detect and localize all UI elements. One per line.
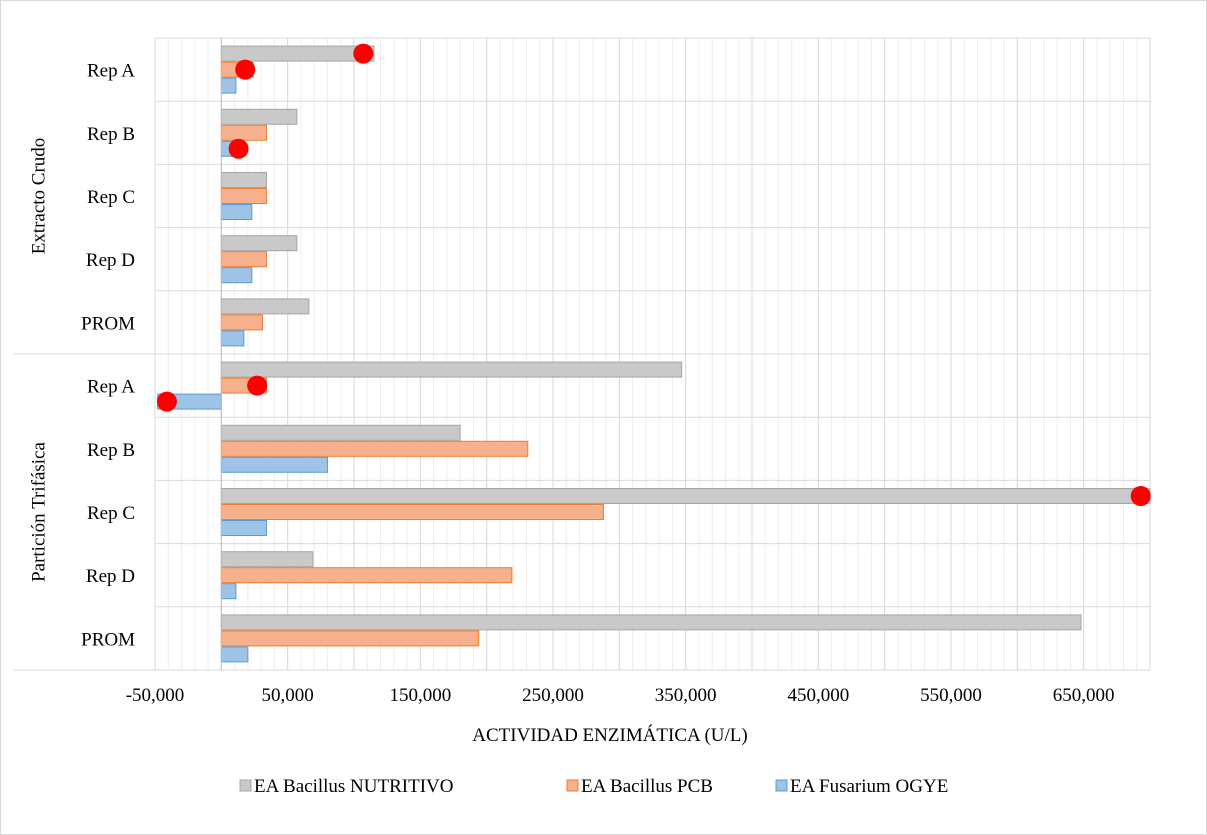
bar — [220, 188, 267, 204]
bar — [220, 440, 529, 457]
bar — [220, 488, 1151, 504]
bar — [220, 630, 480, 647]
bar — [220, 251, 267, 268]
bar — [220, 314, 263, 331]
bar — [220, 424, 461, 441]
bar — [220, 520, 267, 536]
labels: Rep A Rep B Rep C Rep D PROM Rep A Rep B Rep C R… — [28, 61, 1114, 706]
x-tick-label: 350,000 — [655, 685, 717, 706]
category-label: Rep C — [87, 187, 135, 208]
bar — [220, 204, 253, 220]
category-label: Rep B — [87, 440, 135, 461]
x-tick-label: -50,000 — [126, 685, 185, 706]
bar — [220, 614, 1082, 631]
bar — [220, 583, 237, 600]
category-label: Rep C — [87, 503, 135, 524]
bar — [220, 504, 604, 520]
category-label: Rep B — [87, 124, 135, 145]
bar — [220, 124, 267, 141]
bar — [220, 77, 237, 94]
group-label: Partición Trifásica — [28, 442, 49, 582]
marker-dot — [247, 375, 268, 396]
x-axis-title: ACTIVIDAD ENZIMÁTICA (U/L) — [472, 724, 747, 746]
bar — [220, 45, 375, 62]
legend-swatch — [239, 779, 252, 792]
bars — [157, 45, 1151, 663]
legend: EA Bacillus NUTRITIVO EA Bacillus PCB EA F… — [239, 776, 948, 797]
category-label: Rep A — [87, 61, 135, 82]
bar — [220, 456, 328, 473]
bar — [220, 267, 253, 284]
marker-dot — [1130, 486, 1151, 506]
category-label: Rep D — [86, 566, 135, 587]
marker-dot — [235, 59, 256, 80]
marker-dot — [228, 138, 249, 159]
bar — [220, 567, 513, 584]
bar — [220, 172, 267, 188]
x-tick-label: 150,000 — [389, 685, 451, 706]
bar — [220, 108, 298, 125]
legend-swatch — [566, 779, 579, 792]
bar — [220, 551, 314, 568]
bar — [220, 298, 310, 315]
x-tick-label: 650,000 — [1053, 685, 1115, 706]
legend-label: EA Fusarium OGYE — [790, 776, 948, 797]
x-tick-label: 50,000 — [262, 685, 314, 706]
markers — [156, 43, 1151, 506]
group-label: Extracto Crudo — [28, 138, 49, 255]
bar — [220, 361, 683, 378]
x-tick-label: 550,000 — [920, 685, 982, 706]
legend-swatch — [775, 779, 788, 792]
category-label: Rep A — [87, 377, 135, 398]
bar — [220, 330, 245, 347]
category-label: PROM — [81, 313, 135, 334]
category-label: PROM — [81, 629, 135, 650]
x-tick-label: 250,000 — [522, 685, 584, 706]
legend-label: EA Bacillus PCB — [581, 776, 713, 797]
marker-dot — [353, 43, 374, 64]
bar — [220, 235, 298, 252]
bar — [220, 646, 249, 663]
x-tick-label: 450,000 — [787, 685, 849, 706]
legend-label: EA Bacillus NUTRITIVO — [254, 776, 453, 797]
marker-dot — [156, 391, 177, 412]
category-label: Rep D — [86, 250, 135, 271]
axes — [14, 38, 222, 671]
